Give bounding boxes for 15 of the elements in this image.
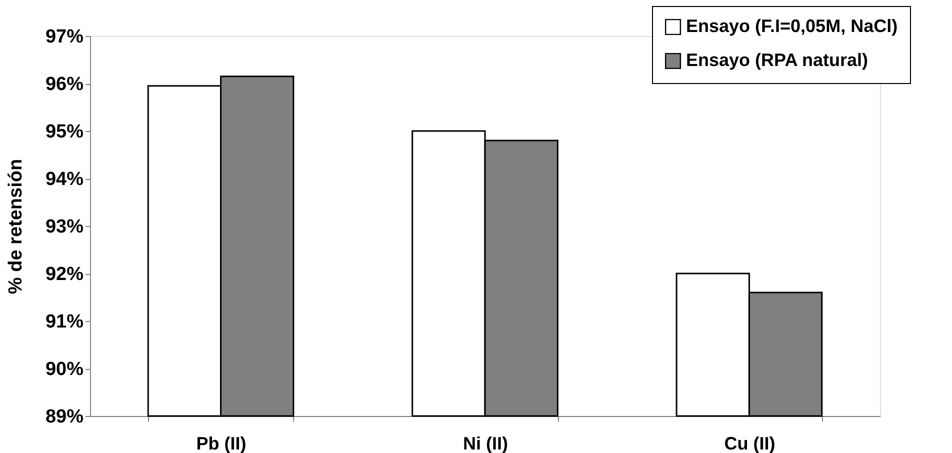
y-tick-label: 92% bbox=[45, 264, 84, 285]
y-tick-label: 97% bbox=[45, 26, 84, 48]
x-tick-label: Ni (II) bbox=[463, 434, 508, 453]
legend-label: Ensayo (RPA natural) bbox=[686, 50, 868, 70]
y-tick-label: 95% bbox=[45, 122, 84, 142]
x-tick-label: Cu (II) bbox=[724, 434, 776, 453]
y-axis-title: % de retensión bbox=[5, 158, 26, 294]
y-tick-label: 89% bbox=[45, 406, 84, 428]
y-tick-label: 96% bbox=[45, 74, 84, 95]
y-tick-label: 93% bbox=[45, 216, 84, 238]
y-tick-label: 90% bbox=[45, 359, 84, 380]
x-tick-label: Pb (II) bbox=[196, 434, 246, 453]
y-tick-label: 94% bbox=[45, 169, 84, 190]
legend-label: Ensayo (F.I=0,05M, NaCl) bbox=[686, 16, 898, 36]
y-tick-label: 91% bbox=[45, 312, 84, 332]
